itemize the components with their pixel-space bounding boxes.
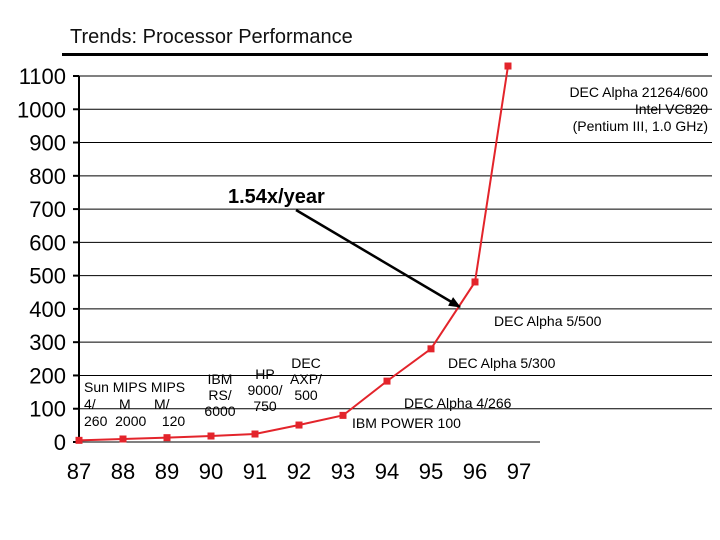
data-label-dec-axp: AXP/ [290,371,322,387]
data-point [383,377,391,385]
y-tick-label: 400 [29,297,66,322]
data-label-hp: 9000/ [247,382,282,398]
data-label-sun: 260 2000 120 [84,413,185,429]
data-point [163,434,171,442]
data-point [504,62,512,70]
growth-rate-annotation: 1.54x/year [228,186,325,208]
y-tick-label: 1000 [17,97,66,122]
data-label-ibm-rs: 6000 [204,403,235,419]
y-tick-label: 700 [29,197,66,222]
data-label-dec-4-266: DEC Alpha 4/266 [404,395,512,411]
x-tick-label: 92 [287,459,311,484]
annotation-arrow [295,208,461,309]
data-point [427,345,435,353]
data-label-sun: Sun MIPS MIPS [84,379,185,395]
data-label-ibm-rs: RS/ [208,387,231,403]
data-label-dec-axp: DEC [291,355,321,371]
data-point [119,435,127,443]
data-point [75,436,83,444]
x-tick-label: 87 [67,459,91,484]
data-label-dec-axp: 500 [294,387,318,403]
data-label-dec-21264: Intel VC820 [635,101,708,117]
data-point [471,278,479,286]
x-tick-label: 94 [375,459,399,484]
data-label-ibm-power: IBM POWER 100 [352,415,461,431]
page-title: Trends: Processor Performance [70,26,353,48]
y-tick-label: 500 [29,264,66,289]
y-tick-label: 200 [29,363,66,388]
data-label-hp: 750 [253,398,277,414]
x-tick-label: 93 [331,459,355,484]
data-label-ibm-rs: IBM [208,371,233,387]
data-point [339,411,347,419]
y-tick-label: 0 [54,430,66,455]
x-tick-label: 97 [507,459,531,484]
data-label-dec-5-500: DEC Alpha 5/500 [494,313,602,329]
y-tick-label: 600 [29,230,66,255]
x-tick-label: 96 [463,459,487,484]
y-tick-label: 900 [29,131,66,156]
data-label-sun: 4/ M M/ [84,396,170,412]
x-tick-label: 89 [155,459,179,484]
x-tick-label: 90 [199,459,223,484]
y-tick-label: 1100 [19,64,66,89]
x-tick-label: 91 [243,459,267,484]
x-tick-label: 88 [111,459,135,484]
data-point [251,430,259,438]
data-label-dec-21264: (Pentium III, 1.0 GHz) [573,118,708,134]
y-tick-label: 800 [29,164,66,189]
title-underline [62,53,708,56]
data-point [207,432,215,440]
data-label-hp: HP [255,366,274,382]
y-tick-label: 300 [29,330,66,355]
data-label-dec-21264: DEC Alpha 21264/600 [569,84,708,100]
x-tick-label: 95 [419,459,443,484]
data-label-dec-5-300: DEC Alpha 5/300 [448,355,556,371]
data-point [295,421,303,429]
y-tick-label: 100 [29,397,66,422]
